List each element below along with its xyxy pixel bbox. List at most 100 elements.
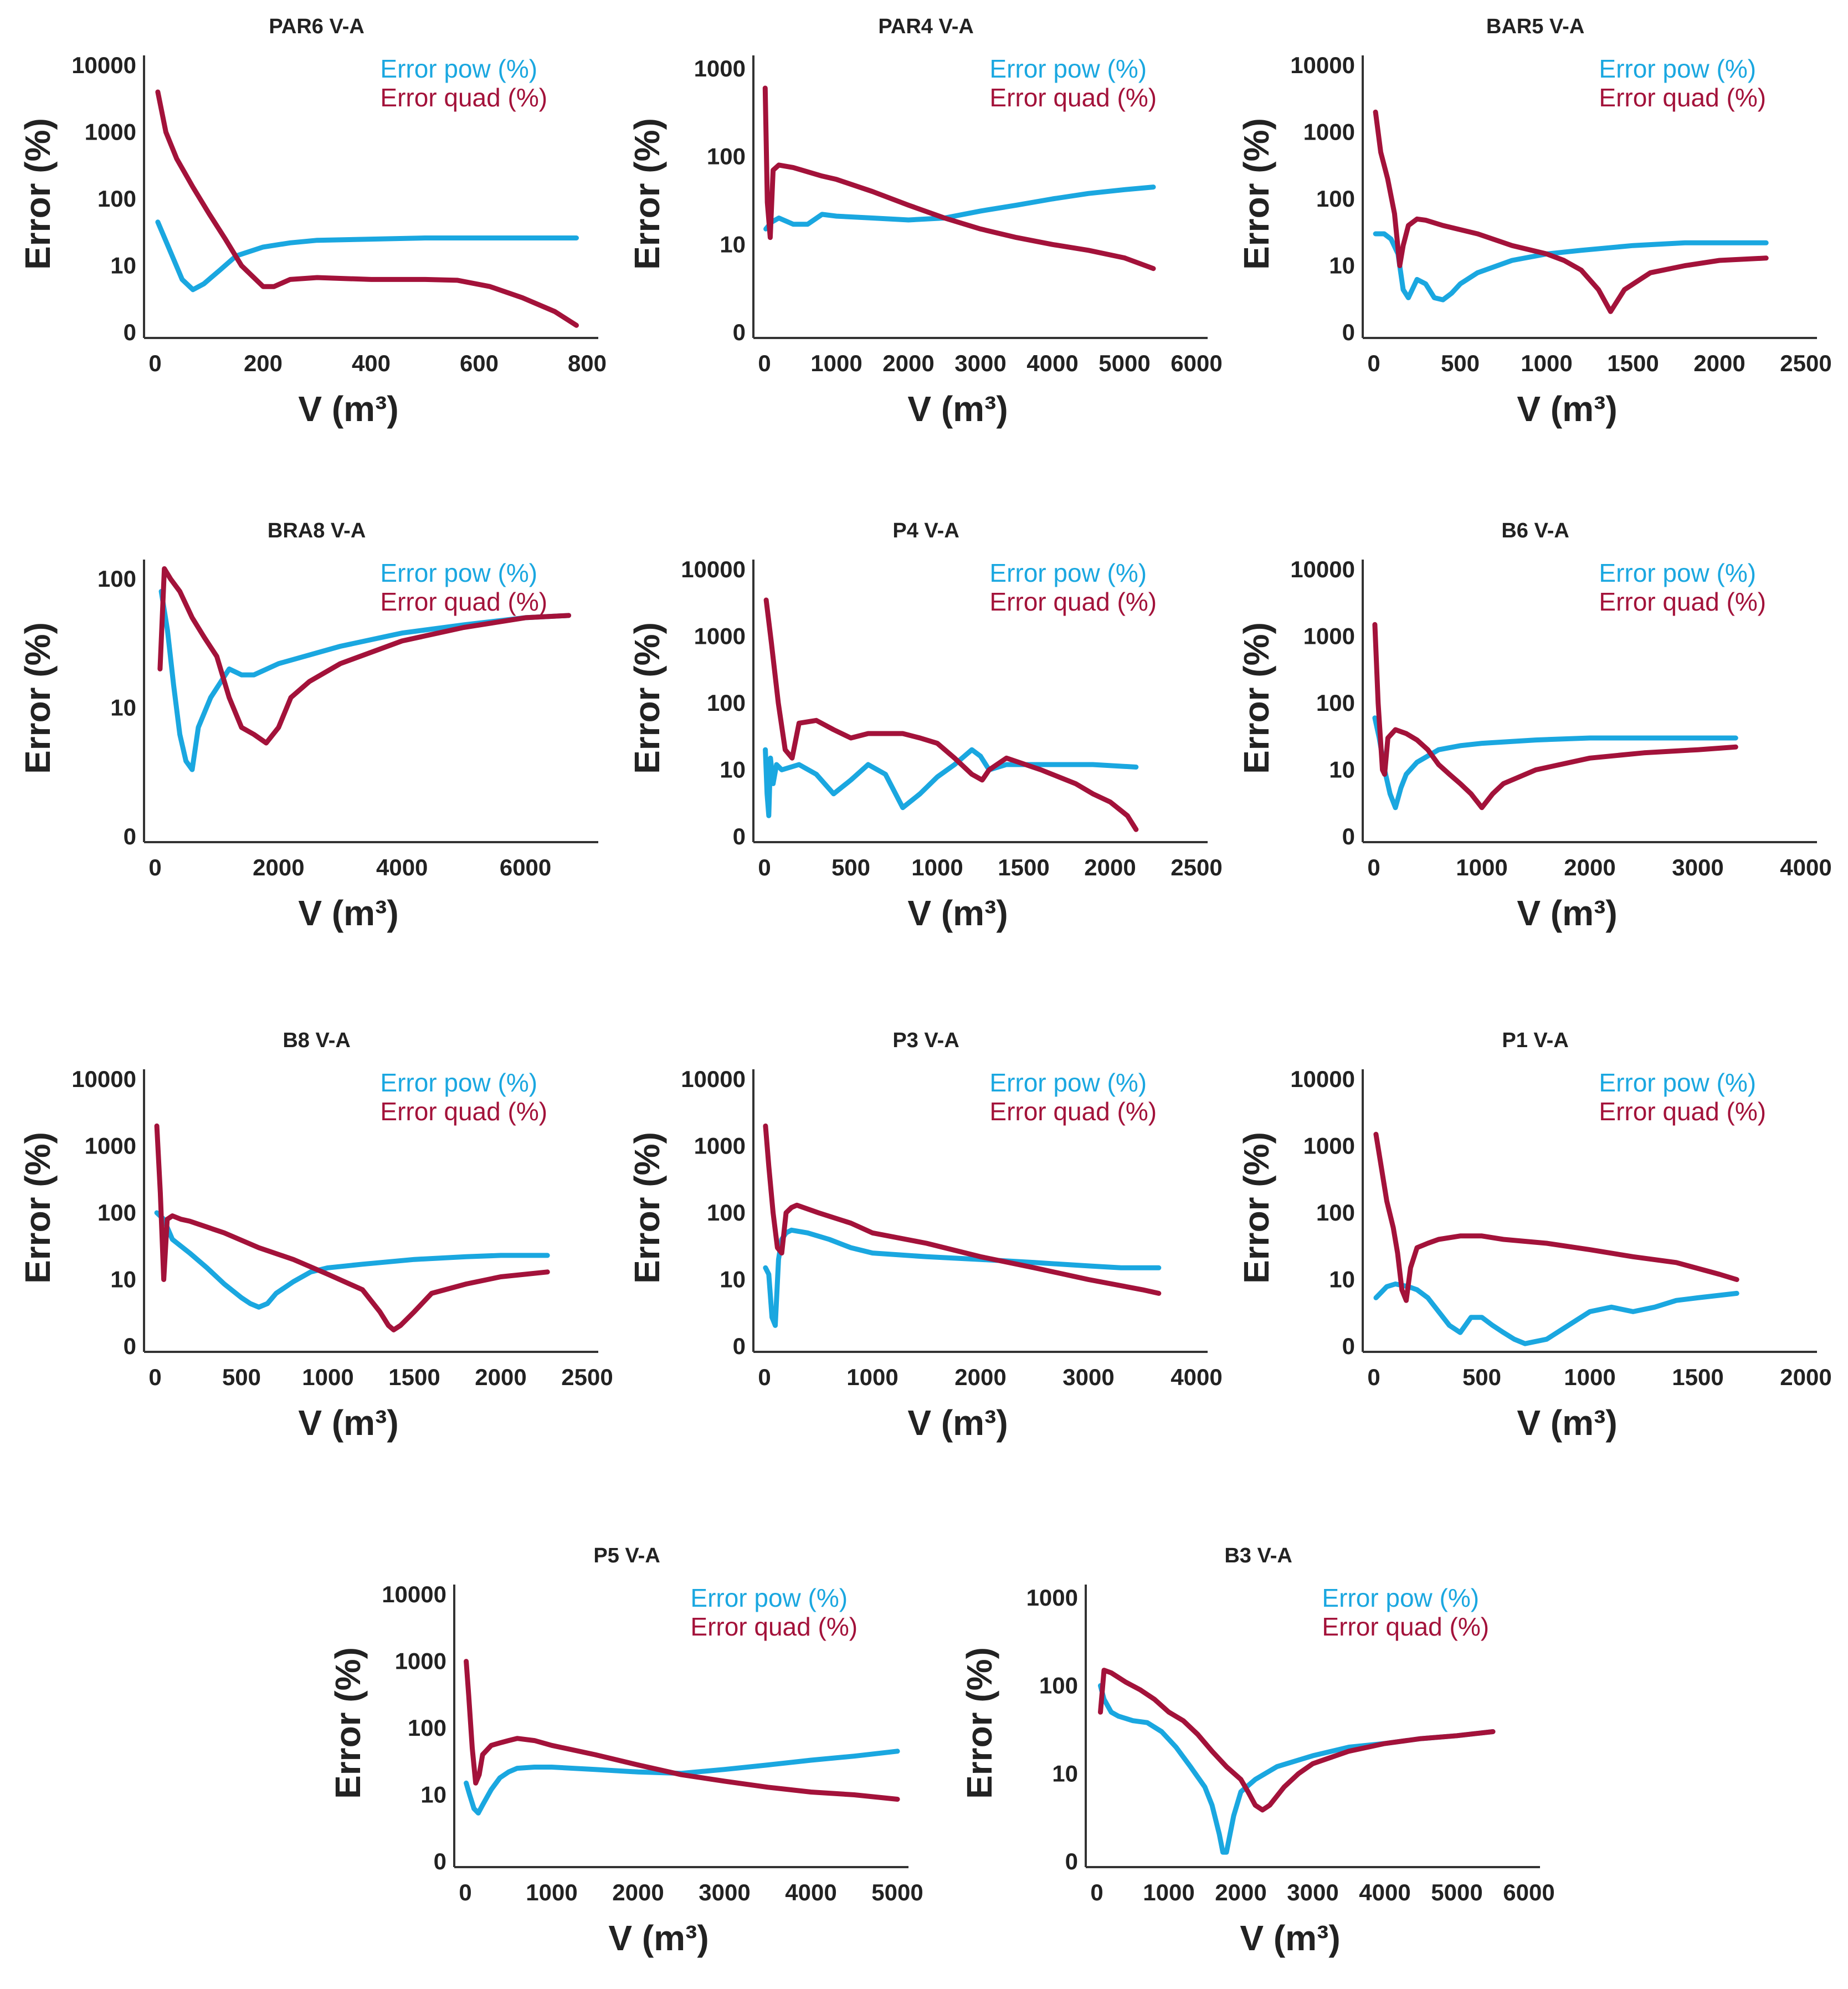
x-tick-label: 2000 <box>1084 854 1136 880</box>
y-axis-label: Error (%) <box>18 118 58 270</box>
y-tick-label: 10 <box>720 1267 746 1293</box>
y-tick-label: 1000 <box>694 1133 746 1159</box>
x-tick-label: 2000 <box>954 1364 1006 1390</box>
y-tick-label: 0 <box>434 1848 446 1874</box>
x-tick-label: 1000 <box>846 1364 898 1390</box>
chart-panel-b6-v-a: B6 V-A 0 10 100 1000 10000 0 1000 2000 3000 4000 V … <box>1230 510 1832 964</box>
chart-title: BRA8 V-A <box>268 519 366 542</box>
x-tick-label: 0 <box>459 1879 471 1905</box>
y-tick-label: 100 <box>1316 690 1355 716</box>
legend-entry: Error quad (%) <box>1599 587 1766 616</box>
x-tick-label: 400 <box>352 350 391 376</box>
chart-panel-p3-v-a: P3 V-A 0 10 100 1000 10000 0 1000 2000 3000 4000 V … <box>620 1019 1223 1474</box>
x-tick-label: 1000 <box>1564 1364 1615 1390</box>
x-tick-label: 0 <box>758 350 771 376</box>
chart-panel-bar5-v-a: BAR5 V-A 0 10 100 1000 10000 0 500 1000 1500 2000 2… <box>1230 6 1832 460</box>
chart-title: B6 V-A <box>1501 519 1569 542</box>
series-line-error-pow <box>763 1227 1162 1328</box>
x-tick-label: 4000 <box>376 854 428 880</box>
legend-entry: Error quad (%) <box>380 587 547 616</box>
x-tick-label: 1500 <box>1607 350 1659 376</box>
x-tick-label: 2000 <box>475 1364 526 1390</box>
series-line-error-quad <box>1373 1131 1739 1303</box>
x-tick-label: 6000 <box>1503 1879 1554 1905</box>
legend-entry: Error quad (%) <box>690 1612 858 1641</box>
chart-title: PAR6 V-A <box>269 15 364 38</box>
x-tick-label: 1500 <box>1672 1364 1723 1390</box>
legend-entry: Error pow (%) <box>380 558 537 587</box>
y-tick-label: 100 <box>1316 186 1355 212</box>
series-line-error-quad <box>1098 1668 1496 1813</box>
series-line-error-pow <box>1098 1683 1496 1855</box>
legend-entry: Error quad (%) <box>989 83 1157 112</box>
legend-entry: Error quad (%) <box>1599 1097 1766 1126</box>
legend-entry: Error pow (%) <box>1322 1583 1479 1612</box>
x-tick-label: 1000 <box>526 1879 577 1905</box>
chart-svg: BAR5 V-A 0 10 100 1000 10000 0 500 1000 1500 2000 2… <box>1236 15 1832 429</box>
chart-title: P3 V-A <box>892 1029 959 1052</box>
y-axis-label: Error (%) <box>1236 622 1276 774</box>
legend-entry: Error quad (%) <box>989 587 1157 616</box>
y-tick-label: 100 <box>707 690 746 716</box>
chart-title: P1 V-A <box>1502 1029 1568 1052</box>
x-tick-label: 2000 <box>1564 854 1615 880</box>
chart-panel-p5-v-a: P5 V-A 0 10 100 1000 10000 0 1000 2000 3000 4000 50… <box>321 1535 923 1989</box>
series-line-error-quad <box>155 89 579 328</box>
x-tick-label: 2500 <box>1171 854 1222 880</box>
chart-title: P5 V-A <box>593 1544 660 1567</box>
legend-entry: Error pow (%) <box>1599 54 1756 83</box>
y-tick-label: 10 <box>1329 1267 1355 1293</box>
x-tick-label: 1000 <box>1521 350 1572 376</box>
chart-title: B8 V-A <box>283 1029 350 1052</box>
x-tick-label: 1000 <box>810 350 862 376</box>
legend-entry: Error pow (%) <box>380 1068 537 1097</box>
y-tick-label: 10000 <box>681 1066 746 1092</box>
x-axis-label: V (m³) <box>1517 389 1617 429</box>
x-tick-label: 1000 <box>1143 1879 1194 1905</box>
y-tick-label: 0 <box>1065 1848 1078 1874</box>
x-tick-label: 3000 <box>1672 854 1723 880</box>
x-tick-label: 0 <box>1367 854 1380 880</box>
legend-entry: Error pow (%) <box>989 558 1147 587</box>
chart-title: BAR5 V-A <box>1486 15 1584 38</box>
y-tick-label: 100 <box>97 566 136 592</box>
chart-svg: P1 V-A 0 10 100 1000 10000 0 500 1000 1500 2000 V (… <box>1236 1029 1832 1443</box>
chart-svg: P5 V-A 0 10 100 1000 10000 0 1000 2000 3000 4000 50… <box>328 1544 923 1958</box>
y-tick-label: 10 <box>1052 1760 1078 1786</box>
x-tick-label: 0 <box>1367 1364 1380 1390</box>
y-tick-label: 10000 <box>382 1581 446 1607</box>
y-tick-label: 0 <box>1342 319 1355 345</box>
x-tick-label: 5000 <box>1098 350 1150 376</box>
legend-entry: Error pow (%) <box>989 1068 1147 1097</box>
series-line-error-pow <box>1372 715 1738 811</box>
chart-panel-b8-v-a: B8 V-A 0 10 100 1000 10000 0 500 1000 1500 2000 250… <box>11 1019 613 1474</box>
series-line-error-quad <box>154 1123 550 1332</box>
chart-svg: B8 V-A 0 10 100 1000 10000 0 500 1000 1500 2000 250… <box>18 1029 613 1443</box>
x-tick-label: 5000 <box>1431 1879 1482 1905</box>
legend-entry: Error pow (%) <box>989 54 1147 83</box>
chart-svg: BRA8 V-A 0 10 100 0 2000 4000 6000 V (m³) Error (… <box>18 519 598 933</box>
x-tick-label: 1000 <box>1456 854 1507 880</box>
y-tick-label: 0 <box>733 319 746 345</box>
x-tick-label: 4000 <box>1026 350 1078 376</box>
legend-entry: Error pow (%) <box>1599 558 1756 587</box>
x-tick-label: 500 <box>1441 350 1480 376</box>
x-tick-label: 500 <box>222 1364 261 1390</box>
y-axis-label: Error (%) <box>627 118 667 270</box>
y-tick-label: 10000 <box>1290 1066 1355 1092</box>
y-tick-label: 10 <box>1329 757 1355 783</box>
x-tick-label: 500 <box>1462 1364 1501 1390</box>
y-tick-label: 0 <box>1342 1333 1355 1359</box>
y-tick-label: 10000 <box>71 1066 136 1092</box>
x-tick-label: 1500 <box>998 854 1049 880</box>
chart-svg: PAR4 V-A 0 10 100 1000 0 1000 2000 3000 4000 5000 6… <box>627 15 1223 429</box>
series-line-error-pow <box>1373 1281 1739 1346</box>
chart-panel-p1-v-a: P1 V-A 0 10 100 1000 10000 0 500 1000 1500 2000 V (… <box>1230 1019 1832 1474</box>
chart-title: B3 V-A <box>1224 1544 1292 1567</box>
chart-panel-par4-v-a: PAR4 V-A 0 10 100 1000 0 1000 2000 3000 4000 5000 6… <box>620 6 1223 460</box>
x-tick-label: 1000 <box>302 1364 353 1390</box>
x-tick-label: 3000 <box>1062 1364 1114 1390</box>
y-tick-label: 1000 <box>694 55 746 81</box>
y-tick-label: 0 <box>124 1333 136 1359</box>
legend-entry: Error pow (%) <box>690 1583 848 1612</box>
